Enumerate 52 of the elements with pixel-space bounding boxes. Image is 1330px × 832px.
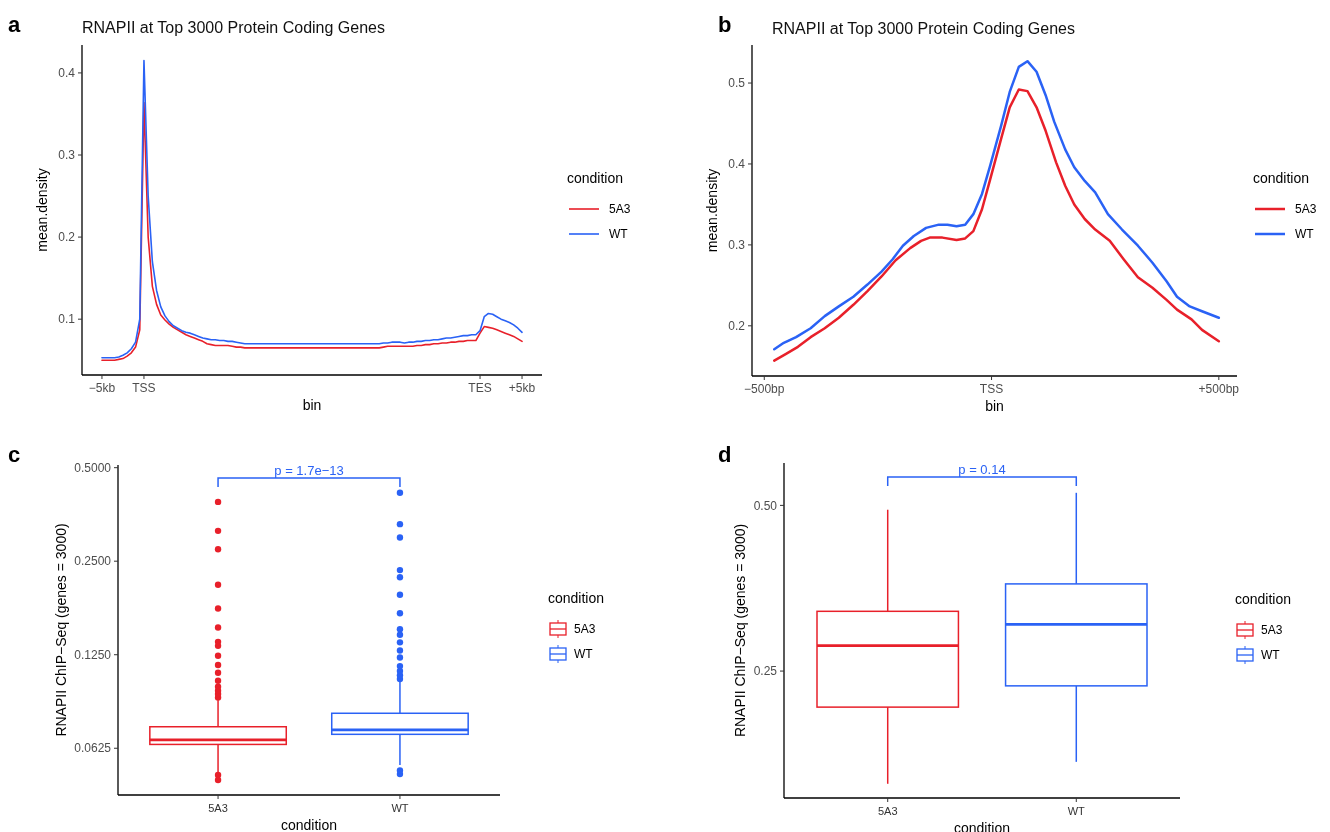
y-tick-label: 0.2 [58,230,76,245]
y-tick-label: 0.5000 [74,460,112,475]
text: c [8,442,21,467]
legend-label: WT [1261,648,1281,663]
y-tick-label: 0.4 [58,66,76,81]
y-axis-title: RNAPII ChIP−Seq (genes = 3000) [53,523,69,737]
y-tick-label: 0.1250 [74,647,112,662]
x-tick-label: TSS [132,381,156,395]
legend-label: WT [1295,227,1315,242]
y-axis-title: mean.density [34,168,50,252]
x-tick-label: WT [1067,805,1086,817]
legend-label: 5A3 [1295,202,1317,217]
x-tick-label: +500bp [1198,382,1240,396]
y-tick-label: 0.0625 [74,741,112,756]
y-tick-label: 0.2 [728,319,746,334]
x-tick-label: WT [391,802,409,814]
legend-label: WT [574,647,594,662]
text: d [718,442,732,467]
x-axis-title: condition [280,817,338,832]
y-tick-label: 0.4 [728,157,746,172]
x-tick-label: −5kb [88,381,116,395]
y-tick-label: 0.25 [753,664,778,679]
text: a [8,12,21,37]
y-tick-label: 0.3 [728,238,746,253]
x-tick-label: TES [468,381,492,395]
x-tick-label: 5A3 [208,802,228,814]
x-axis-title: bin [302,397,322,413]
text: b [718,12,732,37]
x-axis-title: bin [985,398,1004,414]
chart-title: RNAPII at Top 3000 Protein Coding Genes [82,19,385,36]
annotation: p = 1.7e−13 [274,463,344,478]
chart-title: RNAPII at Top 3000 Protein Coding Genes [772,20,1075,37]
legend-label: 5A3 [574,622,596,637]
legend-title: condition [567,170,624,186]
legend-label: 5A3 [609,202,631,217]
x-tick-label: +5kb [508,381,536,395]
annotation: p = 0.14 [958,462,1006,477]
y-tick-label: 0.1 [58,312,76,327]
y-tick-label: 0.2500 [74,554,112,569]
legend-title: condition [1235,591,1292,607]
y-tick-label: 0.50 [753,498,778,513]
y-axis-title: mean.density [704,168,720,253]
x-tick-label: TSS [979,382,1004,396]
y-tick-label: 0.5 [728,76,746,91]
x-tick-label: 5A3 [877,805,898,817]
legend-title: condition [1253,170,1310,186]
legend-label: WT [609,227,629,242]
y-axis-title: RNAPII ChIP−Seq (genes = 3000) [732,523,748,738]
legend-title: condition [548,590,605,606]
x-tick-label: −500bp [744,382,785,396]
y-tick-label: 0.3 [58,148,76,163]
legend-label: 5A3 [1261,623,1283,638]
